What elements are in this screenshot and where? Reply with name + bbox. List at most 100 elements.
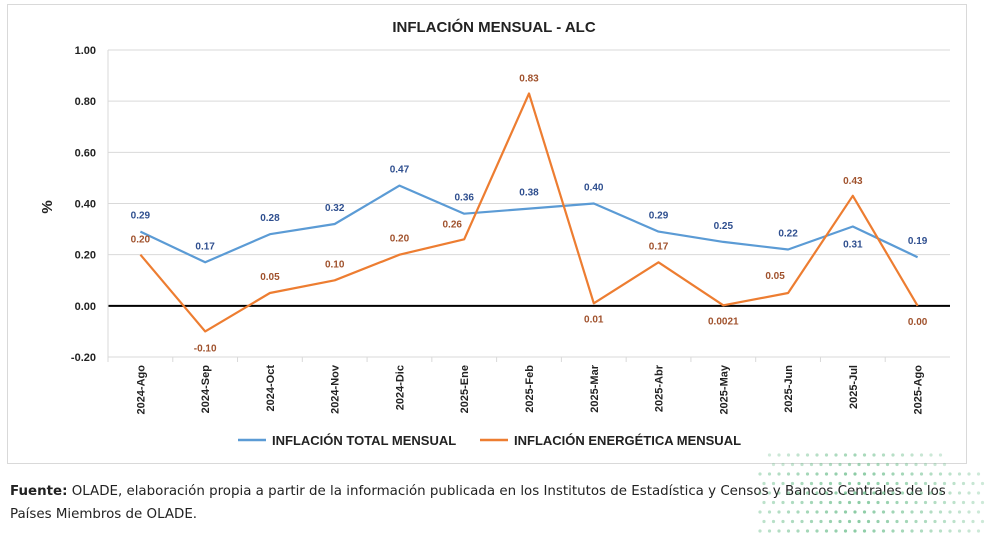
decorative-dot <box>942 519 947 524</box>
decorative-dot <box>942 462 947 467</box>
x-tick-label: 2025-Mar <box>589 364 601 412</box>
y-tick-label: 0.40 <box>75 199 96 211</box>
decorative-dot <box>790 481 795 486</box>
data-label-total: 0.22 <box>778 229 798 240</box>
decorative-dot-pattern <box>758 453 985 533</box>
data-label-total: 0.38 <box>519 188 539 199</box>
line-chart: INFLACIÓN MENSUAL - ALC % -0.200.000.200… <box>39 18 950 448</box>
decorative-dot <box>933 462 937 467</box>
series-lines <box>139 92 919 333</box>
decorative-dot <box>758 529 762 533</box>
decorative-dot <box>771 462 776 467</box>
source-note: Fuente: OLADE, elaboración propia a part… <box>10 480 985 526</box>
decorative-dot <box>914 462 918 467</box>
data-label-total: 0.47 <box>390 165 410 176</box>
decorative-dot <box>771 481 776 486</box>
decorative-dot <box>781 462 785 467</box>
x-tick-label: 2025-Jun <box>783 365 795 413</box>
decorative-dot <box>777 453 781 457</box>
decorative-dot <box>777 472 781 476</box>
decorative-dot <box>976 491 981 495</box>
decorative-dot <box>957 491 962 495</box>
data-label-energetica: 0.20 <box>390 234 410 245</box>
decorative-dot <box>824 472 829 476</box>
data-label-energetica: 0.83 <box>519 73 539 84</box>
decorative-dot <box>881 529 886 533</box>
decorative-dot <box>872 529 876 533</box>
data-label-total: 0.31 <box>843 240 863 251</box>
decorative-dot <box>838 462 842 467</box>
decorative-dot <box>857 481 861 486</box>
decorative-dot <box>919 453 924 457</box>
decorative-dot <box>923 462 928 467</box>
decorative-dot <box>809 519 814 524</box>
data-label-total: 0.17 <box>195 241 215 252</box>
decorative-dot <box>938 529 943 533</box>
decorative-dot <box>862 510 867 514</box>
decorative-dot <box>923 519 928 524</box>
decorative-dot <box>919 529 924 533</box>
decorative-dot <box>942 481 947 486</box>
y-tick-label: 0.80 <box>75 96 96 108</box>
data-label-energetica: 0.00 <box>908 317 928 328</box>
decorative-dot <box>872 472 876 476</box>
decorative-dot <box>828 519 833 524</box>
decorative-dot <box>900 472 905 476</box>
decorative-dot <box>862 472 867 476</box>
decorative-dot <box>919 491 924 495</box>
x-tick-label: 2025-May <box>718 364 730 414</box>
decorative-dot <box>904 519 909 524</box>
data-label-energetica: 0.43 <box>843 176 863 187</box>
decorative-dot <box>929 510 933 514</box>
decorative-dot <box>843 510 848 514</box>
decorative-dot <box>790 519 795 524</box>
decorative-dot <box>862 529 867 533</box>
data-label-total: 0.29 <box>131 211 151 222</box>
decorative-dot <box>805 510 810 514</box>
decorative-dot <box>900 453 905 457</box>
x-tick-label: 2024-Dic <box>394 365 406 410</box>
decorative-dot <box>771 519 776 524</box>
decorative-dot <box>843 529 848 533</box>
decorative-dot <box>967 472 971 476</box>
decorative-dot <box>805 472 810 476</box>
decorative-dot <box>900 510 905 514</box>
decorative-dot <box>910 472 914 476</box>
decorative-dot <box>767 529 772 533</box>
data-label-energetica: 0.10 <box>325 259 345 270</box>
decorative-dot <box>800 481 804 486</box>
data-label-total: 0.25 <box>714 221 734 232</box>
decorative-dot <box>933 519 937 524</box>
y-tick-label: 0.60 <box>75 147 96 159</box>
legend-label-energetica: INFLACIÓN ENERGÉTICA MENSUAL <box>514 433 741 448</box>
decorative-dot <box>910 491 914 495</box>
decorative-dot <box>847 500 852 505</box>
decorative-dot <box>771 500 776 505</box>
decorative-dot <box>828 481 833 486</box>
data-label-total: 0.29 <box>649 211 669 222</box>
decorative-dot <box>910 529 914 533</box>
decorative-dot <box>938 472 943 476</box>
decorative-dot <box>980 481 985 486</box>
decorative-dot <box>758 472 762 476</box>
decorative-dot <box>781 519 785 524</box>
data-label-total: 0.28 <box>260 213 280 224</box>
y-tick-label: 1.00 <box>75 45 96 57</box>
data-labels: 0.29 0.17 0.28 0.32 0.47 0.36 0.38 0.40 0.29 0.25… <box>131 73 928 354</box>
decorative-dot <box>762 500 766 505</box>
x-tick-label: 2025-Ene <box>459 365 471 413</box>
decorative-dot <box>872 510 876 514</box>
decorative-dot <box>971 519 975 524</box>
decorative-dot <box>929 529 933 533</box>
decorative-dot <box>872 453 876 457</box>
decorative-dot <box>881 453 886 457</box>
decorative-dot <box>957 472 962 476</box>
decorative-dot <box>796 491 800 495</box>
decorative-dot <box>980 500 985 505</box>
x-axis-ticks: 2024-Ago 2024-Sep 2024-Oct 2024-Nov 2024-Dic… <box>107 357 925 415</box>
decorative-dot <box>948 491 952 495</box>
decorative-dot <box>967 491 971 495</box>
decorative-dot <box>838 519 842 524</box>
decorative-dot <box>800 519 804 524</box>
decorative-dot <box>876 500 880 505</box>
